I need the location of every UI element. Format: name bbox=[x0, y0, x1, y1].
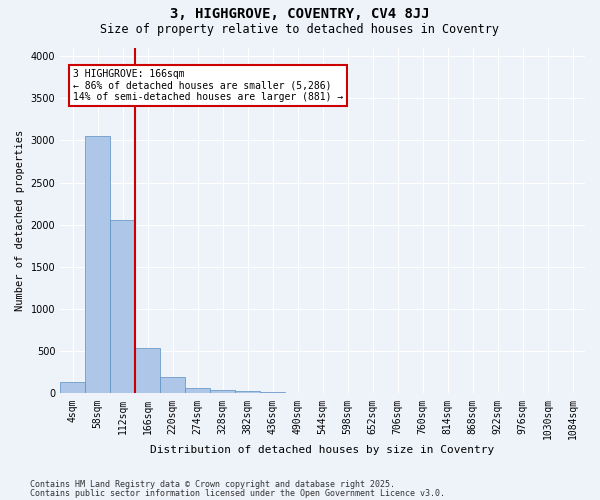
Bar bbox=[110, 220, 135, 394]
Text: 3 HIGHGROVE: 166sqm
← 86% of detached houses are smaller (5,286)
14% of semi-det: 3 HIGHGROVE: 166sqm ← 86% of detached ho… bbox=[73, 68, 343, 102]
Text: Size of property relative to detached houses in Coventry: Size of property relative to detached ho… bbox=[101, 22, 499, 36]
Bar bbox=[135, 348, 160, 394]
Text: Contains public sector information licensed under the Open Government Licence v3: Contains public sector information licen… bbox=[30, 488, 445, 498]
Bar bbox=[60, 382, 85, 394]
Bar bbox=[260, 392, 285, 394]
Bar bbox=[235, 391, 260, 394]
Y-axis label: Number of detached properties: Number of detached properties bbox=[15, 130, 25, 311]
Bar bbox=[210, 390, 235, 394]
Bar bbox=[185, 388, 210, 394]
Bar bbox=[160, 376, 185, 394]
Text: Contains HM Land Registry data © Crown copyright and database right 2025.: Contains HM Land Registry data © Crown c… bbox=[30, 480, 395, 489]
X-axis label: Distribution of detached houses by size in Coventry: Distribution of detached houses by size … bbox=[151, 445, 495, 455]
Bar bbox=[85, 136, 110, 394]
Text: 3, HIGHGROVE, COVENTRY, CV4 8JJ: 3, HIGHGROVE, COVENTRY, CV4 8JJ bbox=[170, 8, 430, 22]
